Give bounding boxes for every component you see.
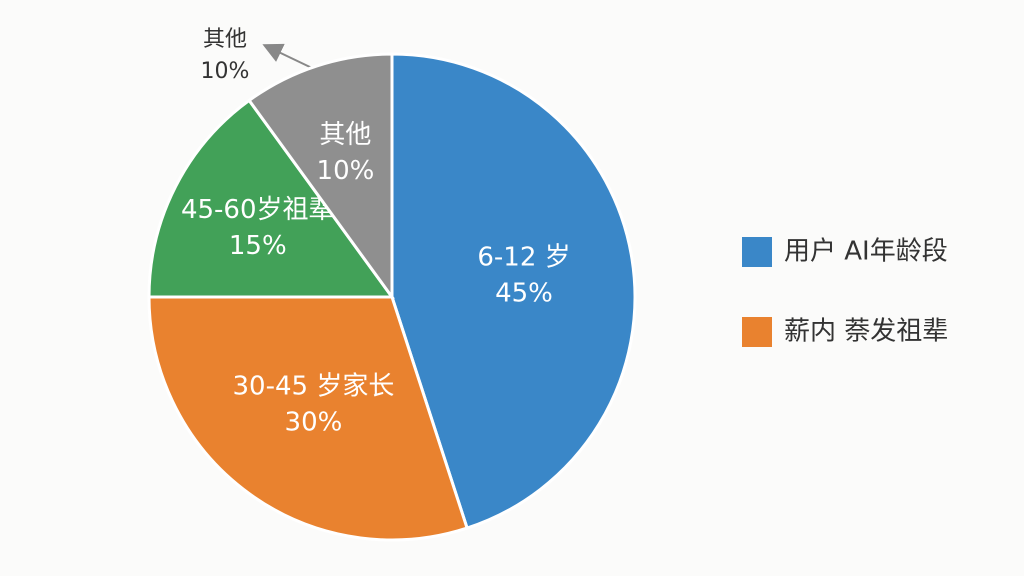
slice-value: 10%: [317, 156, 375, 186]
slice-label: 30-45 岁家长: [233, 372, 395, 402]
legend-label: 薪内 萘发祖辈: [784, 317, 948, 347]
slice-value: 30%: [285, 408, 343, 438]
legend-swatch: [742, 237, 772, 267]
slice-value: 15%: [229, 231, 287, 261]
slice-value: 45%: [495, 279, 553, 309]
slice-label: 其他: [319, 120, 371, 150]
slice-label: 6-12 岁: [477, 243, 570, 273]
pie-slice: [247, 52, 394, 302]
legend-swatch: [742, 317, 772, 347]
legend-label: 用户 AI年龄段: [784, 237, 948, 267]
pie-slice: [147, 98, 395, 299]
annotation-arrow: [262, 43, 313, 69]
annotation-value: 10%: [201, 59, 250, 84]
pie-slice: [390, 52, 637, 530]
pie-slice: [147, 295, 469, 542]
slice-label: 45-60岁祖辈: [181, 195, 335, 225]
annotation-label: 其他: [203, 27, 247, 52]
